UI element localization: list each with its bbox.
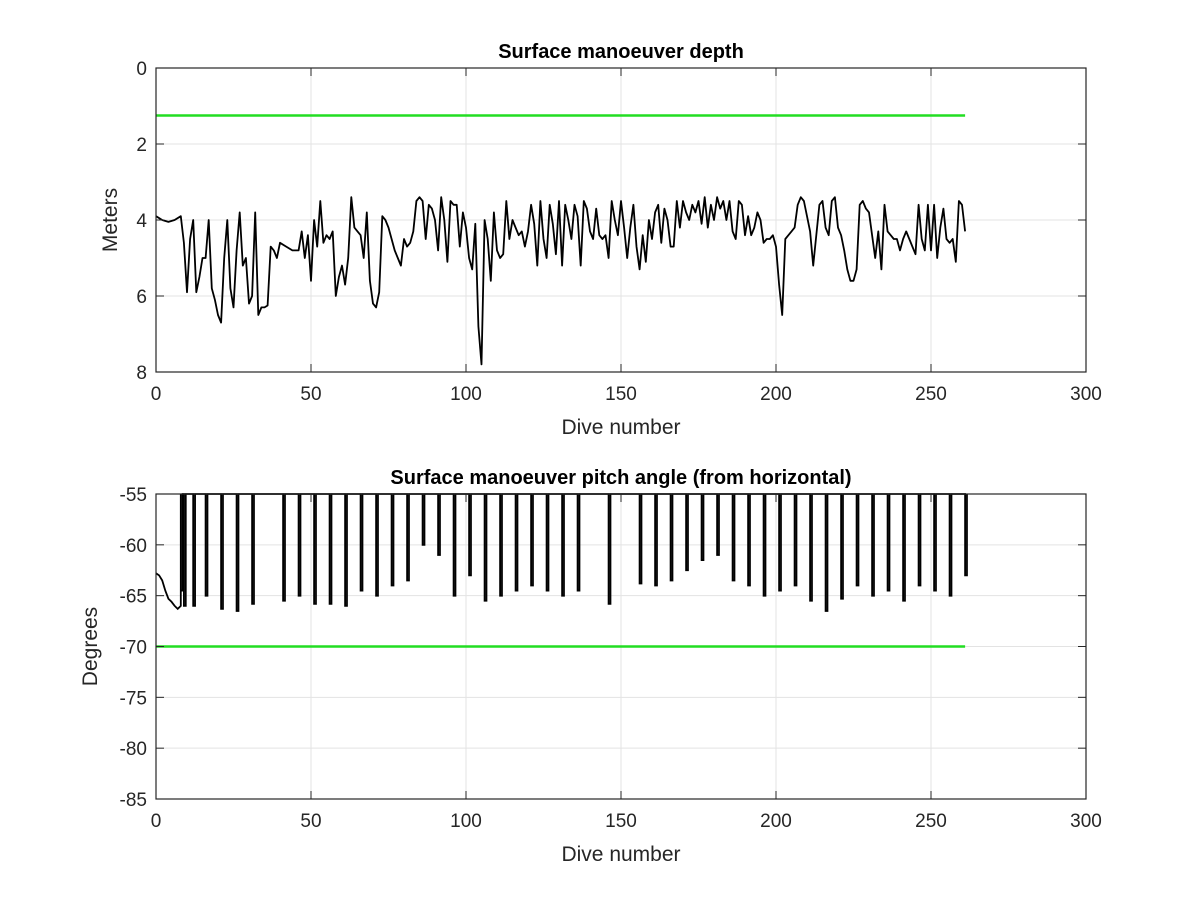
- y-tick-label: 4: [136, 211, 147, 232]
- x-tick-label: 50: [300, 384, 321, 405]
- y-tick-label: -75: [120, 688, 147, 709]
- y-tick-label: -55: [120, 485, 147, 506]
- y-tick-label: -80: [120, 739, 147, 760]
- x-tick-label: 200: [760, 811, 792, 832]
- y-tick-label: 0: [136, 59, 147, 80]
- x-tick-label: 150: [605, 384, 637, 405]
- x-tick-label: 0: [151, 811, 162, 832]
- x-axis-label: Dive number: [561, 416, 680, 439]
- y-axis-label: Degrees: [79, 607, 102, 686]
- x-axis-label: Dive number: [561, 843, 680, 866]
- chart-title: Surface manoeuver depth: [498, 41, 744, 63]
- x-tick-label: 200: [760, 384, 792, 405]
- y-tick-label: -60: [120, 536, 147, 557]
- x-tick-label: 250: [915, 811, 947, 832]
- depth-chart: 0 50 100 150 200 250 300 0 2 4 6 8 Surface manoeuver…: [99, 41, 1102, 439]
- y-tick-label: 2: [136, 135, 147, 156]
- pitch-chart: 0 50 100 150 200 250 300 -55 -60 -65 -70 -75 -80 -85 S…: [79, 467, 1102, 866]
- y-tick-label: 8: [136, 363, 147, 384]
- x-tick-label: 150: [605, 811, 637, 832]
- x-tick-label: 250: [915, 384, 947, 405]
- y-tick-label: -85: [120, 790, 147, 811]
- x-tick-label: 50: [300, 811, 321, 832]
- y-tick-label: 6: [136, 287, 147, 308]
- y-axis-label: Meters: [99, 188, 122, 252]
- y-tick-label: -70: [120, 638, 147, 659]
- x-tick-label: 300: [1070, 811, 1102, 832]
- x-tick-label: 100: [450, 811, 482, 832]
- series-line: [155, 493, 968, 612]
- chart-title: Surface manoeuver pitch angle (from hori…: [390, 467, 851, 489]
- x-tick-label: 300: [1070, 384, 1102, 405]
- y-tick-label: -65: [120, 587, 147, 608]
- x-tick-label: 100: [450, 384, 482, 405]
- series-line: [155, 196, 966, 366]
- x-tick-label: 0: [151, 384, 162, 405]
